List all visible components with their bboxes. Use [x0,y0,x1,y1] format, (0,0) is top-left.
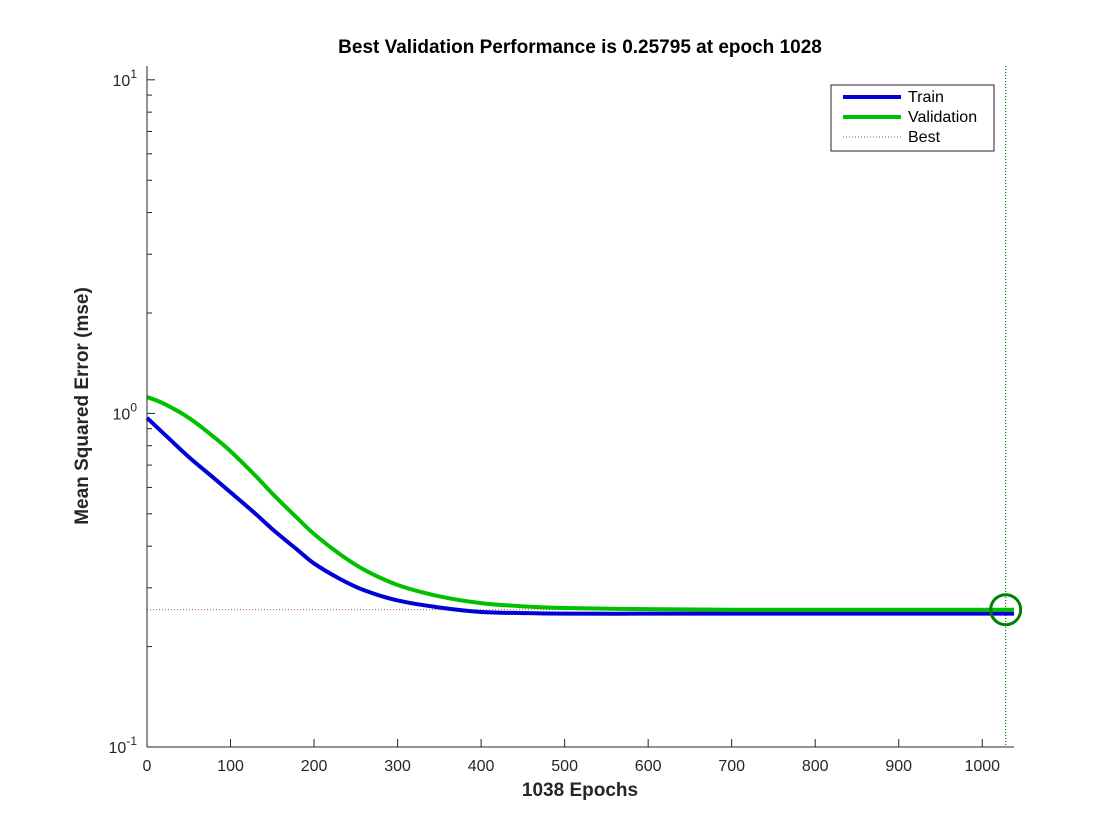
x-tick-label: 200 [301,758,328,775]
x-tick-label: 400 [468,758,495,775]
x-tick-label: 800 [802,758,829,775]
y-axis-label: Mean Squared Error (mse) [72,287,93,525]
series-line-validation [146,395,1014,612]
x-tick-label: 1000 [964,758,1000,775]
y-tick-label: 101 [113,67,138,90]
legend-label-best: Best [908,129,941,146]
x-tick-label: 500 [551,758,578,775]
x-tick-label: 0 [143,758,152,775]
x-axis-label: 1038 Epochs [522,780,638,801]
plot-area: 0 100 200 300 400 500 600 700 800 900 1000 10-1 100 1… [109,66,1023,775]
y-tick-label: 100 [113,400,138,423]
x-tick-label: 900 [885,758,912,775]
chart-title: Best Validation Performance is 0.25795 a… [338,37,822,58]
legend-label-validation: Validation [908,109,977,126]
x-tick-label: 700 [718,758,745,775]
x-tick-label: 600 [635,758,662,775]
legend-label-train: Train [908,89,944,106]
plot-background [147,66,1014,747]
series-line-train [145,416,1014,616]
y-tick-label: 10-1 [109,734,138,757]
x-tick-label: 300 [384,758,411,775]
legend: Train Validation Best [830,84,995,152]
x-tick-label: 100 [217,758,244,775]
best-marker [989,593,1023,627]
